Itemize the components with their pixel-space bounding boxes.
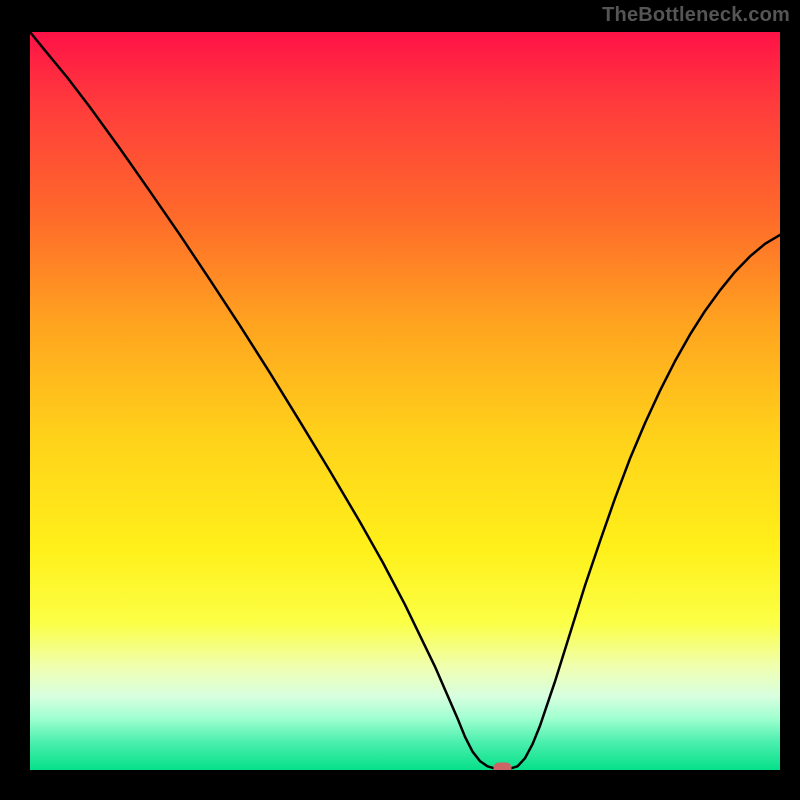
gradient-background: [30, 32, 780, 770]
optimal-point-marker: [494, 763, 512, 770]
bottleneck-curve-chart: [30, 32, 780, 770]
chart-frame: TheBottleneck.com: [0, 0, 800, 800]
watermark-text: TheBottleneck.com: [602, 4, 790, 27]
